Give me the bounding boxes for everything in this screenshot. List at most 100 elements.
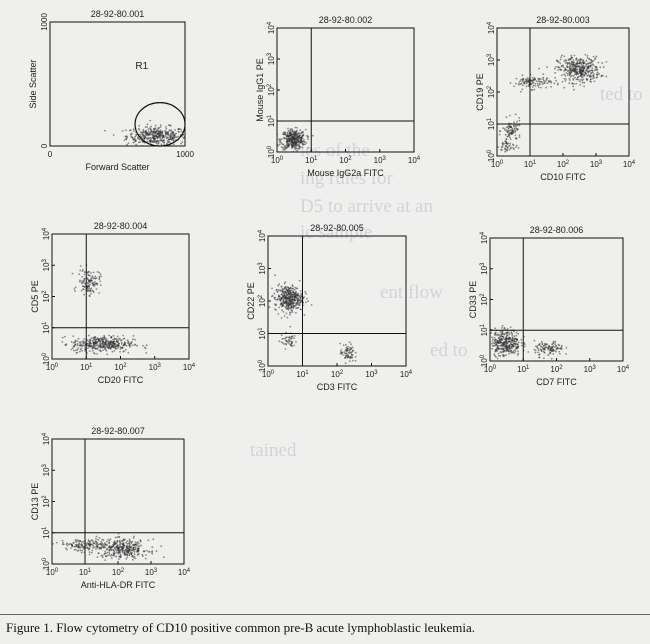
event-dot bbox=[79, 350, 81, 353]
event-dot bbox=[137, 542, 140, 545]
event-dot bbox=[588, 58, 591, 60]
event-dot bbox=[85, 544, 88, 546]
event-dot bbox=[146, 123, 149, 126]
event-dot bbox=[93, 346, 96, 349]
event-dot bbox=[297, 292, 299, 295]
event-dot bbox=[564, 80, 567, 82]
event-dot bbox=[61, 539, 64, 542]
event-dot bbox=[580, 58, 583, 61]
y-tick-label: 101 bbox=[42, 321, 51, 334]
event-dot bbox=[104, 550, 107, 553]
event-dot bbox=[542, 348, 545, 350]
event-dot bbox=[286, 286, 289, 288]
event-dot bbox=[146, 126, 149, 128]
event-dot bbox=[120, 339, 123, 341]
event-dot bbox=[563, 86, 566, 89]
event-dot bbox=[508, 350, 511, 353]
event-dot bbox=[487, 338, 489, 340]
event-dot bbox=[99, 343, 101, 346]
event-dot bbox=[291, 284, 294, 286]
event-dot bbox=[350, 351, 352, 354]
event-dot bbox=[283, 148, 286, 150]
event-dot bbox=[290, 304, 293, 307]
bleed-text: ic sample bbox=[300, 222, 373, 243]
event-dot bbox=[493, 336, 496, 339]
event-dot bbox=[352, 349, 355, 352]
event-dot bbox=[523, 345, 526, 348]
event-dot bbox=[545, 346, 548, 348]
event-dot bbox=[168, 140, 171, 143]
event-dot bbox=[148, 550, 151, 553]
event-dot bbox=[509, 136, 511, 139]
event-dot bbox=[100, 540, 102, 543]
event-dot bbox=[76, 340, 79, 342]
event-dot bbox=[292, 139, 295, 141]
event-dot bbox=[518, 136, 521, 139]
event-dot bbox=[277, 313, 280, 315]
event-dot bbox=[80, 289, 83, 292]
event-dot bbox=[165, 131, 168, 133]
event-dot bbox=[538, 84, 541, 86]
event-dot bbox=[275, 288, 278, 291]
event-dot bbox=[534, 82, 536, 85]
event-dot bbox=[101, 342, 104, 345]
event-dot bbox=[118, 342, 120, 345]
event-dot bbox=[351, 353, 354, 356]
event-dot bbox=[160, 131, 163, 134]
event-dot bbox=[546, 82, 549, 84]
event-dot bbox=[285, 287, 287, 290]
event-dots bbox=[497, 53, 608, 153]
event-dot bbox=[145, 344, 148, 347]
event-dot bbox=[137, 141, 140, 144]
event-dot bbox=[287, 293, 290, 296]
event-dot bbox=[102, 349, 104, 351]
event-dot bbox=[127, 351, 130, 354]
event-dot bbox=[509, 142, 511, 145]
event-dot bbox=[287, 308, 290, 311]
event-dot bbox=[81, 349, 84, 352]
event-dot bbox=[117, 339, 120, 342]
event-dot bbox=[138, 137, 140, 140]
event-dot bbox=[186, 127, 188, 129]
event-dot bbox=[90, 539, 93, 542]
event-dot bbox=[537, 80, 540, 83]
event-dot bbox=[513, 125, 515, 128]
event-dot bbox=[594, 58, 596, 61]
event-dot bbox=[541, 81, 543, 84]
event-dot bbox=[66, 542, 68, 545]
event-dot bbox=[159, 139, 161, 142]
event-dot bbox=[93, 337, 96, 340]
event-dot bbox=[103, 338, 105, 340]
event-dot bbox=[93, 352, 96, 355]
event-dot bbox=[154, 137, 157, 140]
event-dot bbox=[505, 138, 508, 140]
event-dot bbox=[527, 351, 530, 353]
event-dot bbox=[511, 344, 514, 346]
event-dot bbox=[165, 137, 168, 140]
event-dot bbox=[97, 552, 100, 555]
event-dot bbox=[112, 543, 114, 546]
event-dot bbox=[539, 348, 542, 351]
event-dot bbox=[114, 536, 117, 539]
event-dot bbox=[561, 54, 563, 57]
event-dot bbox=[582, 65, 585, 68]
event-dot bbox=[492, 338, 494, 341]
event-dot bbox=[88, 551, 91, 553]
event-dot bbox=[280, 142, 283, 145]
cytometry-panel-3: 100 101 102 103 104 100 101 102 103 104 28-92-80.0… bbox=[475, 15, 636, 182]
event-dot bbox=[158, 142, 160, 144]
event-dot bbox=[115, 347, 118, 350]
event-dot bbox=[586, 57, 589, 59]
event-dot bbox=[291, 302, 294, 305]
event-dot bbox=[74, 539, 77, 541]
x-axis-label: CD10 FITC bbox=[540, 172, 586, 182]
event-dot bbox=[113, 346, 115, 349]
event-dot bbox=[516, 354, 519, 356]
event-dot bbox=[187, 131, 189, 133]
event-dot bbox=[307, 300, 310, 303]
panel-title: 28-92-80.006 bbox=[530, 225, 584, 235]
event-dot bbox=[342, 354, 344, 356]
event-dot bbox=[92, 349, 94, 352]
event-dot bbox=[512, 350, 514, 353]
event-dot bbox=[514, 345, 517, 348]
